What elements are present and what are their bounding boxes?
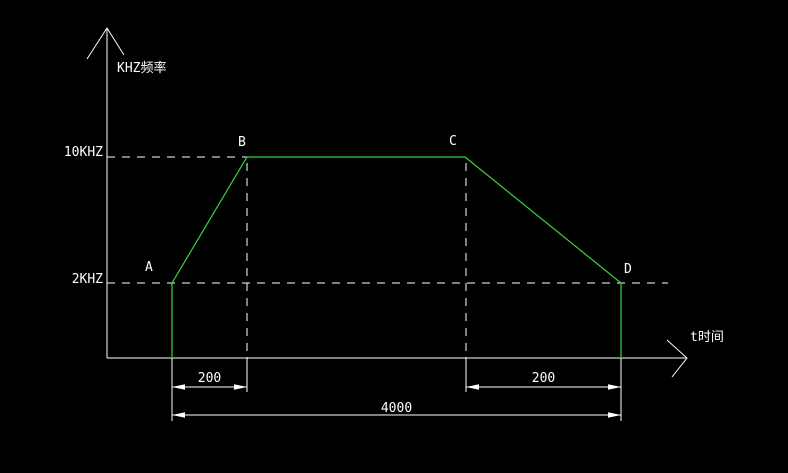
point-label-b: B bbox=[238, 135, 246, 150]
y-axis-label: KHZ频率 bbox=[117, 61, 167, 76]
dim-ad-right-arrow-icon bbox=[608, 412, 621, 418]
dimension-text-ab: 200 bbox=[197, 371, 222, 386]
dimension-text-ad: 4000 bbox=[380, 401, 413, 416]
x-axis-arrow-icon bbox=[666, 339, 688, 378]
dim-ab-left-arrow-icon bbox=[172, 384, 185, 390]
white-linework bbox=[86, 27, 688, 421]
frequency-profile-line bbox=[171, 156, 622, 357]
dim-ab-right-arrow-icon bbox=[234, 384, 247, 390]
dim-cd-right-arrow-icon bbox=[608, 384, 621, 390]
dim-cd-left-arrow-icon bbox=[466, 384, 479, 390]
x-axis-label: t时间 bbox=[690, 330, 724, 345]
dim-ad-left-arrow-icon bbox=[172, 412, 185, 418]
point-label-a: A bbox=[145, 260, 153, 275]
level-label-10khz: 10KHZ bbox=[63, 145, 103, 160]
y-axis-arrow-icon bbox=[86, 27, 125, 60]
dimension-arrowheads bbox=[172, 384, 621, 418]
point-label-c: C bbox=[449, 134, 457, 149]
level-label-2khz: 2KHZ bbox=[71, 272, 103, 287]
point-label-d: D bbox=[624, 262, 632, 277]
dimension-text-cd: 200 bbox=[531, 371, 556, 386]
